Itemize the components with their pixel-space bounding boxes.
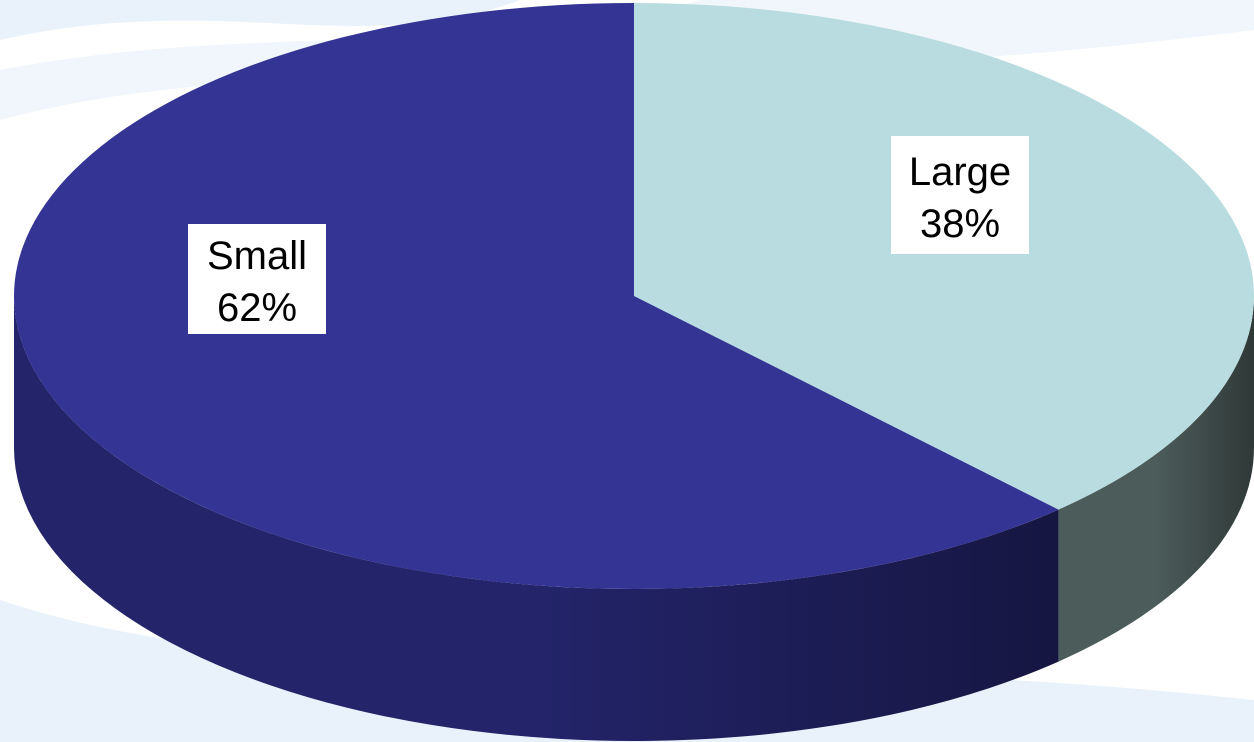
pie-side-small	[14, 296, 1059, 742]
data-label-category: Large	[909, 150, 1011, 194]
pie-tops	[13, 3, 1254, 589]
data-label-box	[891, 136, 1029, 254]
pie-slice-small	[13, 3, 1059, 589]
pie-slice-large	[634, 3, 1254, 510]
data-label-category: Small	[207, 234, 307, 278]
data-label-small: Small 62%	[188, 224, 326, 334]
pie-sides	[14, 296, 1254, 742]
background-swoosh	[0, 0, 520, 40]
data-label-box	[188, 224, 326, 334]
pie-side-large	[1058, 296, 1254, 662]
data-label-percent: 38%	[920, 202, 1000, 246]
data-label-large: Large 38%	[891, 136, 1029, 254]
pie-labels: Large 38% Small 62%	[188, 136, 1029, 334]
data-label-percent: 62%	[217, 286, 297, 330]
